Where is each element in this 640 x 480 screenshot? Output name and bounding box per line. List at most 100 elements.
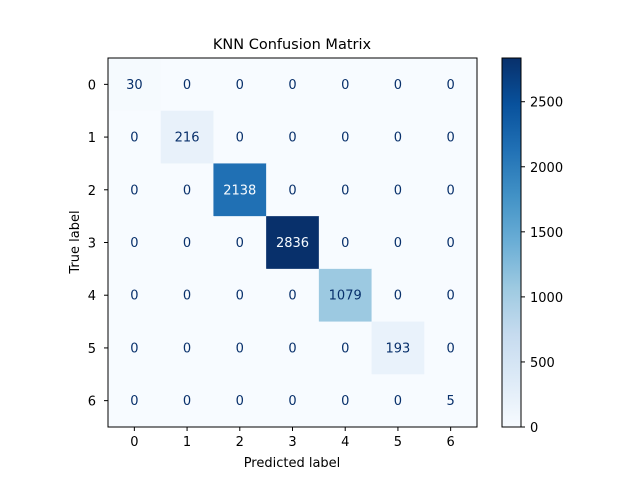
colorbar-tick-label: 2000 (530, 161, 563, 176)
cell-value-label: 0 (288, 289, 296, 304)
heatmap-cell (371, 321, 425, 375)
heatmap-cell (371, 110, 425, 164)
cell-value-label: 2138 (223, 183, 256, 198)
cell-value-label: 0 (394, 394, 402, 409)
heatmap-cell (424, 374, 478, 428)
heatmap-cell (424, 321, 478, 375)
heatmap-cell (371, 163, 425, 217)
cell-value-label: 0 (394, 78, 402, 93)
heatmap-cell (266, 216, 320, 270)
heatmap-cell (213, 268, 267, 323)
cell-value-label: 1079 (329, 289, 362, 304)
cell-value-label: 0 (288, 341, 296, 356)
cell-value-label: 0 (447, 183, 455, 198)
colorbar-tick-label: 1500 (530, 226, 563, 241)
chart-title: KNN Confusion Matrix (213, 37, 372, 53)
heatmap-cell (318, 321, 373, 375)
colorbar-tick-label: 1000 (530, 291, 563, 306)
heatmap-cell (108, 58, 162, 112)
x-tick-label: 4 (341, 435, 349, 450)
heatmap-cell (371, 58, 425, 112)
cell-value-label: 0 (341, 131, 349, 146)
cell-value-label: 0 (447, 78, 455, 93)
cell-value-label: 0 (130, 341, 138, 356)
cell-value-label: 0 (183, 78, 191, 93)
x-tick-label: 0 (130, 435, 138, 450)
heatmap-cell (108, 110, 162, 164)
cell-value-label: 216 (175, 131, 200, 146)
cell-value-label: 0 (288, 183, 296, 198)
y-tick-label: 1 (88, 131, 96, 146)
cell-value-label: 0 (130, 289, 138, 304)
heatmap-cell (108, 268, 162, 323)
cell-value-label: 0 (130, 236, 138, 251)
heatmap-cell (318, 110, 373, 164)
y-axis-ticks: 0 1 2 3 4 5 6 (88, 78, 108, 410)
heatmap-cell (213, 374, 267, 428)
y-tick-label: 4 (88, 289, 96, 304)
colorbar-tick-label: 2500 (530, 96, 563, 111)
cell-value-label: 0 (236, 236, 244, 251)
heatmap-cell (108, 374, 162, 428)
heatmap-cell (318, 163, 373, 217)
y-tick-label: 5 (88, 342, 96, 357)
heatmap-cell (424, 268, 478, 323)
cell-value-label: 0 (394, 236, 402, 251)
heatmap-cell (318, 58, 373, 112)
heatmap-cell (160, 58, 214, 112)
cell-value-label: 0 (288, 394, 296, 409)
heatmap-cell (371, 216, 425, 270)
heatmap-cell (108, 321, 162, 375)
heatmap-cell (266, 268, 320, 323)
heatmap-cell (160, 268, 214, 323)
cell-value-label: 0 (130, 183, 138, 198)
x-tick-label: 2 (236, 435, 244, 450)
cell-value-label: 193 (386, 341, 411, 356)
heatmap-cell (160, 374, 214, 428)
cell-value-label: 0 (447, 341, 455, 356)
heatmap-cell (160, 216, 214, 270)
heatmap-cell (160, 321, 214, 375)
cell-value-label: 0 (447, 289, 455, 304)
heatmap-cell (371, 268, 425, 323)
heatmap-cell (424, 163, 478, 217)
heatmap-cell (318, 216, 373, 270)
cell-value-label: 0 (236, 394, 244, 409)
cell-value-label: 0 (447, 131, 455, 146)
cell-value-label: 0 (183, 236, 191, 251)
cell-value-label: 0 (236, 289, 244, 304)
heatmap-cell (318, 374, 373, 428)
cell-value-label: 30 (126, 78, 143, 93)
heatmap-cell (213, 58, 267, 112)
cell-value-label: 0 (394, 131, 402, 146)
y-tick-label: 2 (88, 184, 96, 199)
cell-value-label: 0 (183, 183, 191, 198)
cell-value-label: 0 (236, 78, 244, 93)
y-tick-label: 0 (88, 78, 96, 93)
cell-value-label: 0 (288, 78, 296, 93)
x-axis-ticks: 0 1 2 3 4 5 6 (130, 427, 455, 450)
heatmap-cell (266, 374, 320, 428)
heatmap-cell (160, 163, 214, 217)
y-tick-label: 6 (88, 395, 96, 410)
cell-value-label: 0 (236, 341, 244, 356)
heatmap-cell (424, 216, 478, 270)
heatmap-cell (266, 58, 320, 112)
cell-value-label: 0 (183, 394, 191, 409)
cell-value-label: 0 (394, 289, 402, 304)
heatmap-cells (108, 58, 478, 428)
cell-value-label: 5 (447, 394, 455, 409)
cell-value-label: 0 (130, 131, 138, 146)
heatmap-cell (424, 110, 478, 164)
cell-value-label: 0 (447, 236, 455, 251)
x-tick-label: 1 (183, 435, 191, 450)
heatmap-cell (371, 374, 425, 428)
colorbar-tick-label: 0 (530, 421, 538, 436)
cell-value-label: 0 (341, 394, 349, 409)
cell-value-label: 2836 (276, 236, 309, 251)
heatmap-cell (213, 110, 267, 164)
heatmap-cell (266, 163, 320, 217)
x-axis-label: Predicted label (244, 456, 341, 471)
cell-value-label: 0 (130, 394, 138, 409)
